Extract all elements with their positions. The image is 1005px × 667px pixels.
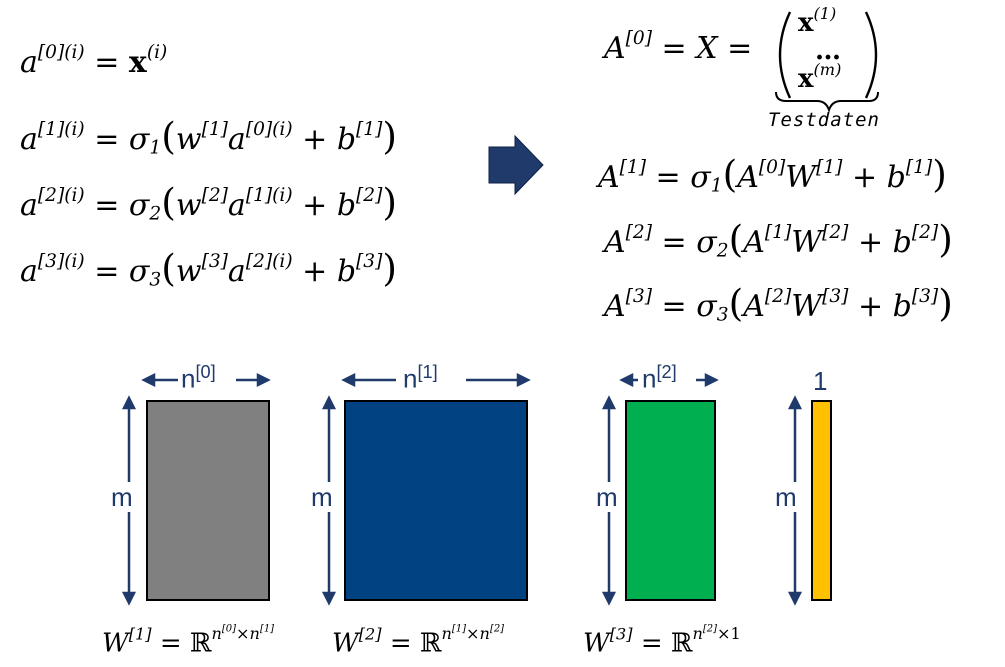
vector-left-paren bbox=[778, 11, 792, 99]
left-eq-3: a[3](i) = σ3(w[3]a[2](i) + b[3]) bbox=[20, 246, 398, 291]
arrowhead bbox=[121, 591, 137, 606]
arrowhead bbox=[601, 591, 617, 606]
arrowhead bbox=[256, 372, 271, 388]
vector-dots: … bbox=[815, 36, 841, 66]
width-label-3: 1 bbox=[813, 366, 828, 396]
bottom-eq-w1: W[1] = ℝn[0]×n[1] bbox=[102, 624, 275, 659]
matrix-w1 bbox=[344, 400, 528, 601]
bottom-eq-w2: W[2] = ℝn[1]×n[2] bbox=[332, 624, 505, 659]
right-eq-a0: A[0] = X = bbox=[604, 28, 753, 66]
matrix-w3 bbox=[811, 400, 832, 601]
height-label-2: m bbox=[596, 482, 618, 512]
matrix-a0 bbox=[146, 400, 270, 601]
underbrace bbox=[775, 91, 879, 114]
height-label-1: m bbox=[311, 482, 333, 512]
arrowhead bbox=[141, 372, 156, 388]
height-label-0: m bbox=[111, 482, 133, 512]
bottom-eq-w3: W[3] = ℝn[2]×1 bbox=[583, 624, 741, 659]
brace-label: Testdaten bbox=[768, 109, 880, 131]
arrowhead bbox=[619, 372, 634, 388]
arrowhead bbox=[787, 591, 803, 606]
width-label-2: n[2] bbox=[642, 362, 677, 394]
arrowhead bbox=[516, 372, 531, 388]
width-label-0: n[0] bbox=[181, 362, 216, 394]
right-arrow-icon bbox=[488, 134, 544, 196]
vector-xm: x(m) bbox=[798, 59, 842, 94]
arrowhead bbox=[601, 395, 617, 410]
arrowhead bbox=[787, 395, 803, 410]
vector-right-paren bbox=[864, 11, 878, 99]
arrowhead bbox=[704, 372, 719, 388]
right-eq-1: A[1] = σ1(A[0]W[1] + b[1]) bbox=[598, 152, 947, 197]
height-label-3: m bbox=[775, 482, 797, 512]
left-eq-1: a[1](i) = σ1(w[1]a[0](i) + b[1]) bbox=[20, 114, 398, 159]
vector-x1: x(1) bbox=[798, 3, 837, 38]
arrowhead bbox=[121, 395, 137, 410]
arrowhead bbox=[321, 591, 337, 606]
right-eq-2: A[2] = σ2(A[1]W[2] + b[2]) bbox=[604, 217, 953, 262]
matrix-w2 bbox=[625, 400, 716, 601]
left-eq-0: a[0](i) = x(i) bbox=[20, 42, 168, 80]
arrowhead bbox=[341, 372, 356, 388]
right-eq-3: A[3] = σ3(A[2]W[3] + b[3]) bbox=[604, 281, 953, 326]
arrowhead bbox=[321, 395, 337, 410]
width-label-1: n[1] bbox=[403, 362, 438, 394]
left-eq-2: a[2](i) = σ2(w[2]a[1](i) + b[2]) bbox=[20, 180, 398, 225]
